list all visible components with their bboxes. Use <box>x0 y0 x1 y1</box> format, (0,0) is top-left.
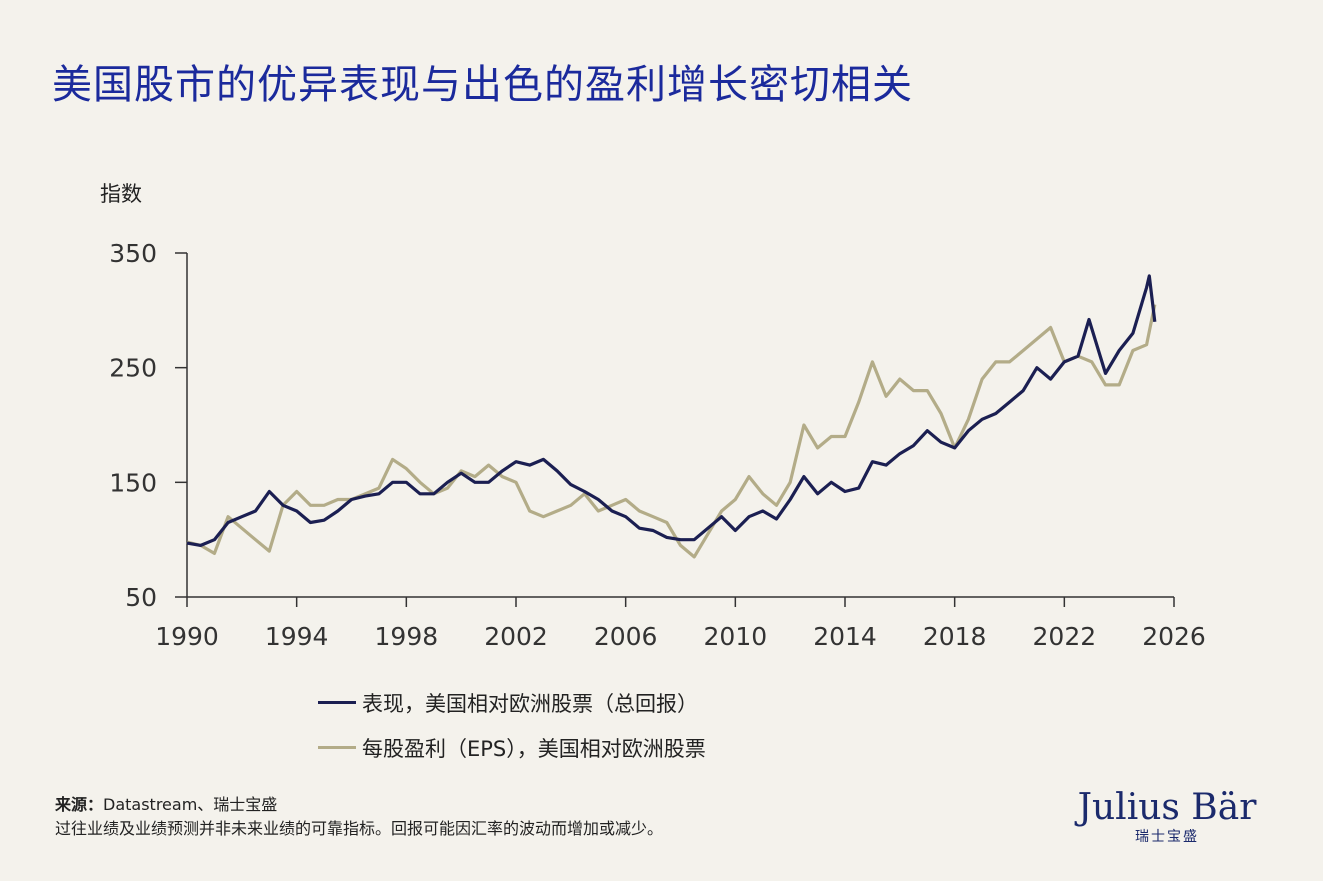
y-tick-label: 250 <box>109 354 157 383</box>
x-tick-label: 2022 <box>1033 622 1097 651</box>
legend-swatch <box>318 746 356 749</box>
x-tick-label: 2002 <box>484 622 548 651</box>
chart-title: 美国股市的优异表现与出色的盈利增长密切相关 <box>52 62 913 108</box>
x-tick-label: 2006 <box>594 622 658 651</box>
legend-item-eps: 每股盈利（EPS），美国相对欧洲股票 <box>318 725 706 770</box>
x-tick-label: 2014 <box>813 622 877 651</box>
logo-main: Julius Bär <box>1077 787 1257 828</box>
x-tick-label: 1998 <box>375 622 439 651</box>
legend-swatch <box>318 701 356 704</box>
series-line-0 <box>186 274 1157 547</box>
legend: 表现，美国相对欧洲股票（总回报） 每股盈利（EPS），美国相对欧洲股票 <box>318 680 706 770</box>
x-tick-label: 1990 <box>155 622 219 651</box>
series-line-1 <box>186 304 1157 559</box>
x-tick-label: 2010 <box>704 622 768 651</box>
y-tick-label: 150 <box>109 468 157 497</box>
x-tick-label: 1994 <box>265 622 329 651</box>
x-tick-label: 2026 <box>1142 622 1206 651</box>
julius-baer-logo: Julius Bär 瑞士宝盛 <box>1072 787 1262 846</box>
y-tick-label: 50 <box>125 583 157 612</box>
y-tick-label: 350 <box>109 239 157 268</box>
disclaimer: 过往业绩及业绩预测并非未来业绩的可靠指标。回报可能因汇率的波动而增加或减少。 <box>55 819 664 838</box>
source-label: 来源： <box>55 795 104 814</box>
legend-label: 每股盈利（EPS），美国相对欧洲股票 <box>362 736 706 761</box>
legend-item-performance: 表现，美国相对欧洲股票（总回报） <box>318 680 706 725</box>
legend-label: 表现，美国相对欧洲股票（总回报） <box>362 691 698 716</box>
source-text: Datastream、瑞士宝盛 <box>103 795 278 814</box>
logo-sub: 瑞士宝盛 <box>1135 829 1199 845</box>
source-note: 来源：Datastream、瑞士宝盛 过往业绩及业绩预测并非未来业绩的可靠指标。… <box>55 793 663 841</box>
x-tick-label: 2018 <box>923 622 987 651</box>
y-axis-label: 指数 <box>100 182 142 206</box>
